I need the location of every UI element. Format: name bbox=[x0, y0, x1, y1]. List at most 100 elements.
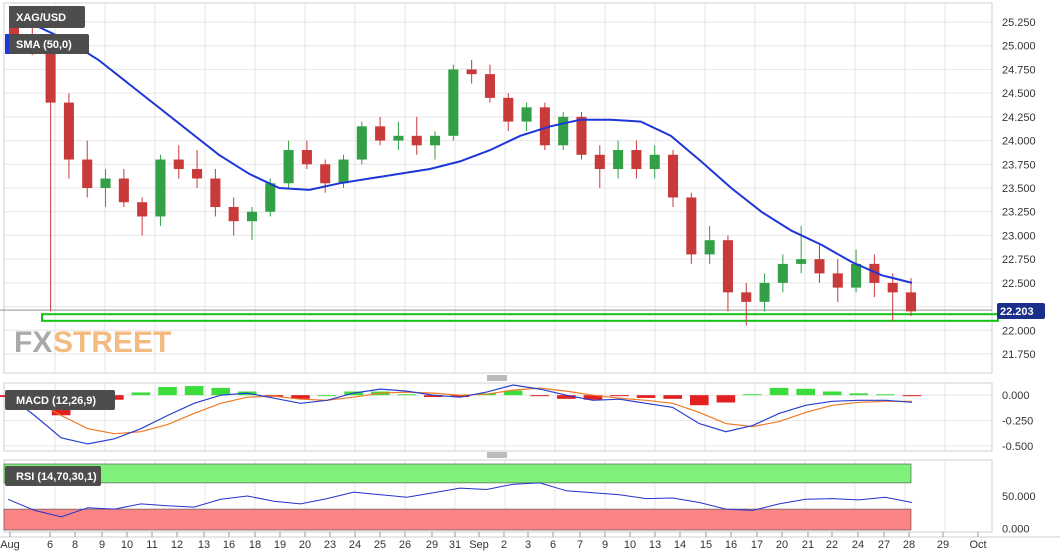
macd-histogram-bar bbox=[796, 388, 815, 396]
panel-frame bbox=[3, 459, 993, 533]
macd-histogram-bar bbox=[557, 395, 576, 399]
candle-body bbox=[173, 159, 184, 170]
x-tick-label: 19 bbox=[274, 539, 286, 551]
watermark: FX STREET bbox=[14, 326, 171, 359]
x-tick-label: 20 bbox=[776, 539, 788, 551]
candle-body bbox=[430, 135, 441, 146]
x-tick-label: 13 bbox=[649, 539, 661, 551]
candle-body bbox=[320, 164, 331, 184]
sma-label-bg bbox=[5, 34, 89, 54]
macd-histogram-bar bbox=[822, 391, 842, 396]
candle-body bbox=[283, 150, 294, 184]
candle-body bbox=[411, 135, 422, 146]
y-tick-label: 22.750 bbox=[1002, 254, 1036, 266]
x-tick-label: 26 bbox=[399, 539, 411, 551]
y-tick-label: 23.500 bbox=[1002, 183, 1036, 195]
candle-body bbox=[576, 116, 587, 155]
candle-body bbox=[796, 259, 807, 264]
candle-body bbox=[503, 97, 514, 122]
rsi-label: RSI (14,70,30,1) bbox=[16, 471, 97, 483]
x-tick-label: 11 bbox=[146, 539, 157, 551]
candle-body bbox=[869, 263, 880, 283]
macd-histogram-bar bbox=[424, 395, 443, 398]
macd-histogram-bar bbox=[636, 395, 656, 398]
candle-body bbox=[521, 107, 532, 122]
candle-body bbox=[558, 116, 569, 146]
candle-body bbox=[759, 282, 770, 302]
macd-label-bg bbox=[5, 390, 115, 410]
candle-body bbox=[905, 292, 917, 312]
panel-frame bbox=[3, 2, 993, 374]
macd-histogram-bar bbox=[689, 395, 709, 406]
y-tick-label: 0.000 bbox=[1002, 390, 1030, 402]
panel-frame bbox=[3, 382, 993, 452]
symbol-label-marker bbox=[5, 6, 9, 28]
y-tick-label: 23.250 bbox=[1002, 207, 1036, 219]
candle-body bbox=[338, 159, 349, 184]
current-price-label: 22.203 bbox=[1000, 306, 1034, 318]
x-tick-label: 6 bbox=[47, 539, 53, 551]
candle-body bbox=[539, 107, 550, 146]
macd-histogram-bar bbox=[716, 395, 736, 403]
sma-line bbox=[7, 16, 913, 284]
macd-histogram-bar bbox=[530, 395, 550, 397]
sma-label-marker bbox=[5, 34, 9, 54]
rsi-zones bbox=[3, 463, 912, 531]
macd-histogram-bar bbox=[211, 387, 231, 396]
candle-body bbox=[375, 126, 386, 141]
macd-histogram-bar bbox=[876, 394, 895, 396]
x-tick-label: 27 bbox=[878, 539, 890, 551]
candle-body bbox=[192, 169, 203, 179]
y-tick-label: 22.500 bbox=[1002, 278, 1036, 290]
candle-body bbox=[393, 135, 404, 141]
y-tick-label: 25.250 bbox=[1002, 17, 1036, 29]
price-plot bbox=[8, 7, 917, 326]
x-tick-label: 6 bbox=[550, 539, 556, 551]
candle-body bbox=[301, 150, 312, 165]
rsi-overbought-zone bbox=[3, 463, 912, 484]
support-zone bbox=[0, 309, 999, 322]
candle-body bbox=[356, 126, 367, 160]
candle-body bbox=[466, 69, 477, 75]
macd-line bbox=[7, 384, 913, 445]
candle-body bbox=[137, 202, 148, 217]
candle-body bbox=[686, 197, 697, 255]
y-tick-label: 50.000 bbox=[1002, 491, 1036, 503]
panel-frames bbox=[0, 2, 1060, 538]
rsi-plot bbox=[7, 482, 913, 518]
candle-body bbox=[118, 178, 129, 203]
candle-body bbox=[722, 240, 733, 293]
rsi-label-bg bbox=[5, 466, 101, 486]
y-tick-label: -0.250 bbox=[1002, 416, 1033, 428]
macd-histogram-bar bbox=[397, 394, 417, 396]
y-tick-label: 24.250 bbox=[1002, 112, 1036, 124]
candle-body bbox=[594, 154, 605, 170]
x-tick-label: 21 bbox=[802, 539, 814, 551]
y-tick-label: -0.500 bbox=[1002, 441, 1033, 453]
x-tick-label: Sep bbox=[469, 539, 489, 551]
y-tick-label: 22.000 bbox=[1002, 325, 1036, 337]
macd-histogram-bar bbox=[849, 393, 869, 396]
macd-histogram-bar bbox=[184, 386, 204, 396]
x-tick-label: 2 bbox=[501, 539, 507, 551]
macd-histogram-bar bbox=[291, 395, 310, 399]
x-tick-label: Oct bbox=[969, 539, 986, 551]
candle-body bbox=[777, 263, 788, 283]
candle-body bbox=[246, 211, 258, 222]
watermark-fx: FX bbox=[14, 326, 52, 359]
candle-body bbox=[228, 206, 239, 222]
x-tick-label: 16 bbox=[725, 539, 737, 551]
candle-body bbox=[613, 150, 624, 170]
x-tick-label: 18 bbox=[249, 539, 261, 551]
x-tick-label: 28 bbox=[903, 539, 915, 551]
y-tick-label: 21.750 bbox=[1002, 349, 1036, 361]
sma-label: SMA (50,0) bbox=[16, 39, 72, 51]
y-tick-label: 24.500 bbox=[1002, 88, 1036, 100]
candle-body bbox=[448, 69, 459, 136]
watermark-street: STREET bbox=[53, 326, 171, 359]
macd-histogram-bar bbox=[131, 392, 151, 396]
y-tick-label: 25.000 bbox=[1002, 41, 1036, 53]
candle-body bbox=[265, 183, 276, 212]
